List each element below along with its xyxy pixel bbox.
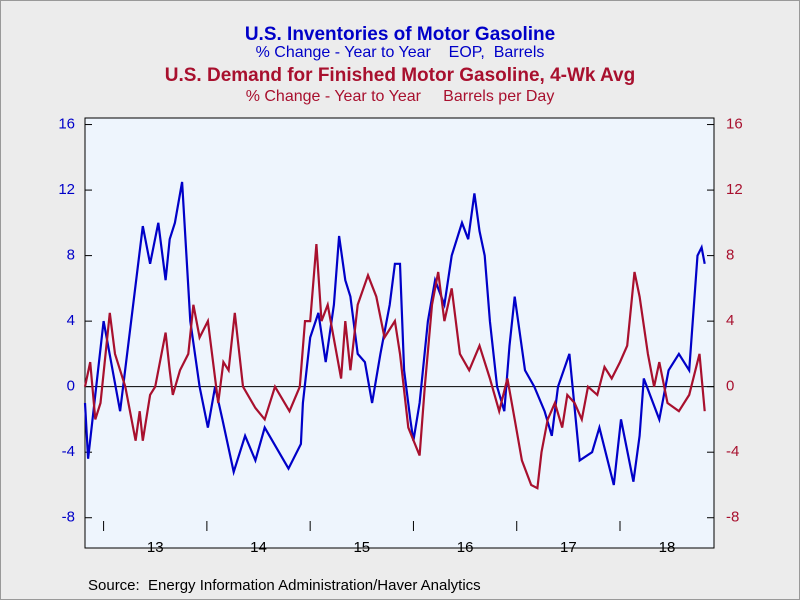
x-tick-label: 14 bbox=[250, 539, 267, 556]
y2-tick-label: 4 bbox=[726, 312, 734, 329]
series-title: U.S. Inventories of Motor Gasoline bbox=[245, 24, 555, 45]
y-tick-label: -4 bbox=[62, 443, 75, 460]
source: Source: Energy Information Administratio… bbox=[88, 577, 481, 594]
y2-tick-label: 0 bbox=[726, 378, 734, 395]
series-subtitle: % Change - Year to Year EOP, Barrels bbox=[256, 44, 545, 61]
y-tick-label: 0 bbox=[67, 378, 75, 395]
y-tick-label: -8 bbox=[62, 509, 75, 526]
y2-tick-label: 8 bbox=[726, 247, 734, 264]
x-tick-label: 15 bbox=[353, 539, 370, 556]
x-tick-label: 17 bbox=[560, 539, 577, 556]
y2-tick-label: -4 bbox=[726, 443, 739, 460]
y-tick-label: 16 bbox=[58, 116, 75, 133]
plot-area bbox=[84, 117, 715, 549]
y2-tick-label: -8 bbox=[726, 509, 739, 526]
y-tick-label: 4 bbox=[67, 312, 75, 329]
y2-tick-label: 16 bbox=[726, 116, 743, 133]
series-line bbox=[83, 244, 706, 490]
y-tick-label: 8 bbox=[67, 247, 75, 264]
series-line bbox=[83, 181, 706, 486]
x-tick-label: 16 bbox=[457, 539, 474, 556]
x-tick-label: 18 bbox=[659, 539, 676, 556]
y-tick-label: 12 bbox=[58, 181, 75, 198]
series-subtitle: % Change - Year to Year Barrels per Day bbox=[246, 88, 555, 105]
y2-tick-label: 12 bbox=[726, 181, 743, 198]
series-title: U.S. Demand for Finished Motor Gasoline,… bbox=[165, 65, 635, 86]
x-tick-label: 13 bbox=[147, 539, 164, 556]
